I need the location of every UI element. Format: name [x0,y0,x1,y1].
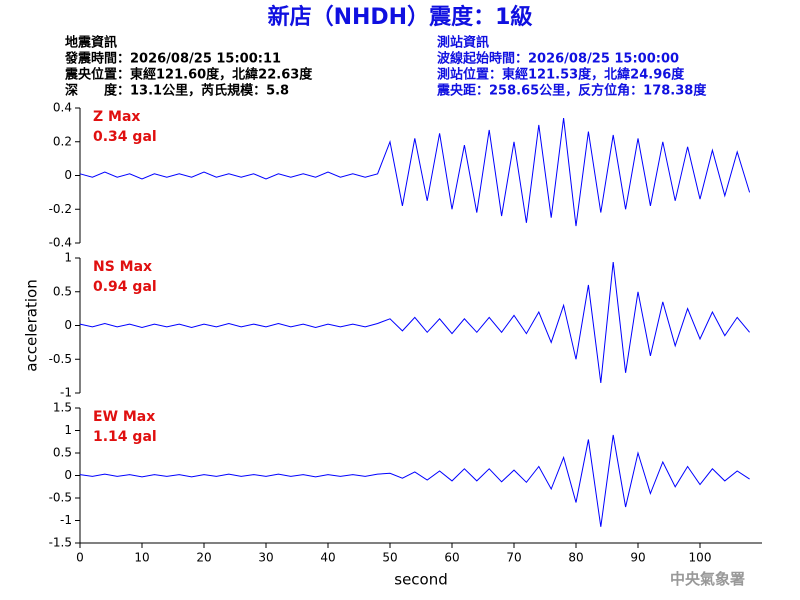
y-tick-label: 0 [64,318,72,332]
x-tick-label: 10 [134,551,149,565]
station-line: 震央距：258.65公里，反方位角：178.38度 [436,83,707,99]
y-tick-label: -1.5 [49,536,72,550]
station-line: 波線起始時間：2026/08/25 15:00:00 [437,51,679,67]
station-line: 測站位置：東經121.53度，北緯24.96度 [437,67,685,83]
annotation: NS Max [93,259,152,275]
y-tick-label: -0.4 [49,236,72,250]
y-tick-label: 0.5 [53,446,72,460]
x-tick-label: 50 [382,551,397,565]
event-line: 深 度：13.1公里，芮氏規模：5.8 [65,83,289,99]
x-tick-label: 0 [76,551,84,565]
y-tick-label: -0.5 [49,352,72,366]
y-axis-label: acceleration [23,279,41,371]
waveform [79,434,750,527]
annotation: 0.94 gal [93,279,157,295]
y-tick-label: 0.2 [53,134,72,148]
y-tick-label: 0 [64,468,72,482]
y-tick-label: -0.5 [49,491,72,505]
y-tick-label: -0.2 [49,202,72,216]
x-tick-label: 100 [689,551,712,565]
x-axis-label: second [394,571,448,589]
waveform [79,262,750,383]
y-tick-label: -1 [60,386,72,400]
annotation: Z Max [93,109,140,125]
x-tick-label: 80 [568,551,583,565]
event-line: 發震時間：2026/08/25 15:00:11 [64,51,281,67]
annotation: 0.34 gal [93,129,157,145]
waveform [79,118,751,227]
y-tick-label: 1 [64,251,72,265]
y-tick-label: 0 [64,168,72,182]
event-heading: 地震資訊 [65,35,117,51]
y-tick-label: 1 [64,423,72,437]
x-tick-label: 20 [196,551,211,565]
y-tick-label: 1.5 [53,401,72,415]
station-heading: 測站資訊 [437,35,489,51]
x-tick-label: 90 [630,551,645,565]
annotation: EW Max [93,409,155,425]
y-tick-label: 0.5 [53,284,72,298]
y-tick-label: -1 [60,513,72,527]
annotation: 1.14 gal [93,429,157,445]
x-tick-label: 70 [506,551,521,565]
x-tick-label: 40 [320,551,335,565]
event-line: 震央位置：東經121.60度，北緯22.63度 [64,67,313,83]
y-tick-label: 0.4 [53,101,72,115]
title: 新店（NHDH）震度：1級 [268,4,533,30]
x-tick-label: 30 [258,551,273,565]
footer: 中央氣象署 [670,570,745,588]
x-tick-label: 60 [444,551,459,565]
